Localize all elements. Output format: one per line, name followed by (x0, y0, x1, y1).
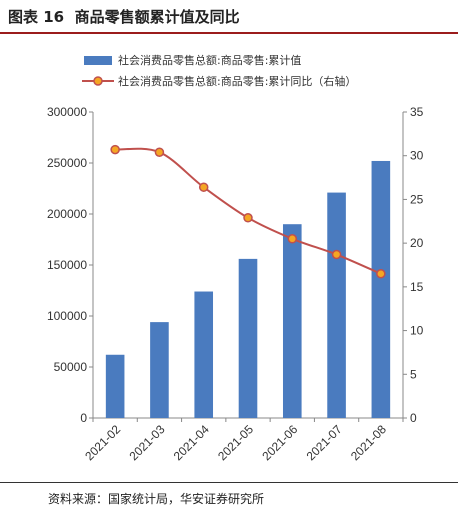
figure-number: 图表 16 (8, 8, 65, 26)
x-tick-label: 2021-02 (82, 422, 123, 463)
footer-divider (0, 482, 458, 483)
right-tick-label: 10 (410, 324, 424, 338)
right-tick-label: 15 (410, 280, 424, 294)
right-tick-label: 0 (410, 411, 417, 425)
left-tick-label: 100000 (47, 309, 87, 323)
x-tick-label: 2021-08 (348, 422, 389, 463)
x-tick-label: 2021-03 (127, 422, 168, 463)
left-tick-label: 150000 (47, 258, 87, 272)
axes: 0 50000 100000 150000 200000 250000 300000 0 5 10… (47, 105, 424, 463)
line-point (331, 249, 342, 260)
right-tick-label: 35 (410, 105, 424, 119)
right-tick-label: 30 (410, 149, 424, 163)
figure-title: 商品零售额累计值及同比 (74, 8, 240, 26)
left-tick-label: 0 (80, 411, 87, 425)
right-tick-label: 20 (410, 236, 424, 250)
x-tick-label: 2021-05 (215, 422, 256, 463)
chart-canvas: 社会消费品零售总额:商品零售:累计值 社会消费品零售总额:商品零售:累计同比（右… (47, 53, 424, 463)
legend-line-label: 社会消费品零售总额:商品零售:累计同比（右轴） (118, 74, 356, 88)
source-note: 资料来源：国家统计局，华安证券研究所 (48, 492, 265, 506)
bar-series (105, 160, 391, 418)
line-point (376, 268, 386, 279)
title-divider (0, 32, 458, 34)
legend-bar-swatch (84, 56, 112, 65)
bar (238, 258, 258, 418)
line-series (110, 144, 386, 279)
left-tick-label: 50000 (54, 360, 88, 374)
bar (327, 192, 346, 418)
left-tick-label: 300000 (47, 105, 87, 119)
bar (105, 354, 125, 418)
x-tick-label: 2021-06 (259, 422, 300, 463)
legend-line-marker (93, 76, 103, 86)
bar (282, 224, 302, 418)
line-point (154, 147, 165, 157)
legend: 社会消费品零售总额:商品零售:累计值 社会消费品零售总额:商品零售:累计同比（右… (82, 53, 356, 88)
bar (371, 160, 391, 418)
x-tick-label: 2021-04 (171, 422, 212, 463)
line-point (110, 144, 120, 155)
right-tick-label: 25 (410, 192, 424, 206)
left-tick-label: 250000 (47, 156, 87, 170)
bar (150, 322, 169, 418)
left-tick-label: 200000 (47, 207, 87, 221)
line-point (287, 234, 298, 244)
bar (194, 291, 214, 418)
legend-bar-label: 社会消费品零售总额:商品零售:累计值 (118, 53, 301, 67)
line-point (198, 182, 209, 192)
right-tick-label: 5 (410, 367, 417, 381)
chart-title: 图表 16 商品零售额累计值及同比 (8, 6, 240, 27)
line-point (243, 213, 253, 223)
x-tick-label: 2021-07 (304, 422, 345, 463)
